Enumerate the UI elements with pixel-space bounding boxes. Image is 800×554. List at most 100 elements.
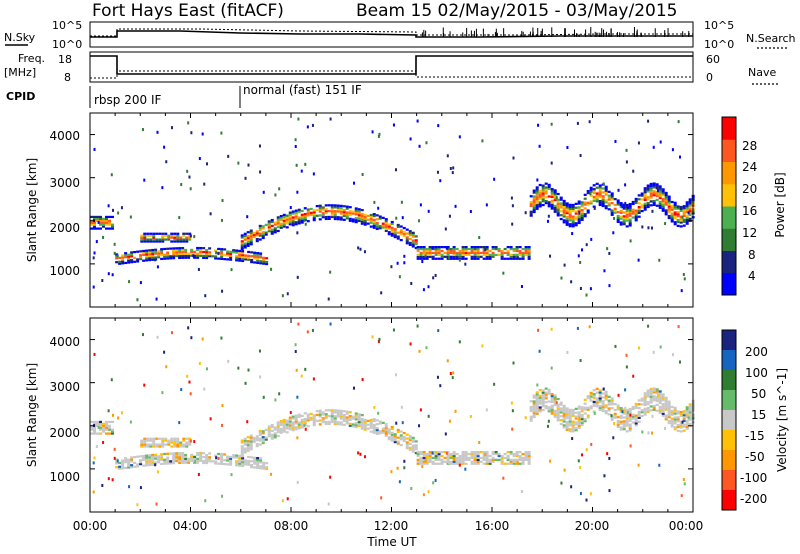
velocity-echo-cell	[105, 424, 108, 427]
power-echo-cell	[550, 193, 554, 197]
power-echo-cell	[556, 206, 560, 209]
power-echo-cell	[247, 250, 251, 254]
power-echo-cell	[688, 211, 692, 215]
velocity-echo-cell	[556, 415, 560, 418]
velocity-echo-cell	[649, 405, 653, 408]
velocity-echo-cell	[264, 438, 268, 441]
power-echo-cell	[580, 218, 584, 221]
velocity-echo-cell	[303, 419, 307, 423]
velocity-echo-cell	[93, 420, 96, 424]
velocity-echo-cell	[258, 437, 262, 440]
power-echo-cell	[673, 211, 677, 214]
nave-trace	[90, 70, 693, 79]
power-echo-cell	[345, 217, 349, 220]
velocity-echo-cell	[247, 461, 251, 464]
velocity-echo-cell	[622, 416, 626, 419]
power-echo-cell	[610, 198, 614, 201]
power-echo-cell	[658, 193, 662, 196]
velocity-echo-cell	[178, 452, 182, 455]
power-echo-cell	[634, 217, 638, 220]
velocity-noise-cell	[373, 405, 376, 409]
velocity-echo-cell	[527, 460, 531, 463]
velocity-echo-cell	[111, 430, 114, 433]
velocity-echo-cell	[473, 454, 477, 458]
velocity-echo-cell	[583, 418, 587, 421]
velocity-echo-cell	[160, 462, 164, 466]
velocity-echo-cell	[655, 399, 659, 403]
velocity-echo-cell	[172, 460, 176, 463]
power-echo-cell	[345, 215, 349, 218]
velocity-echo-cell	[485, 456, 489, 460]
power-echo-cell	[312, 218, 316, 222]
power-echo-cell	[324, 210, 328, 213]
power-echo-cell	[619, 215, 623, 218]
power-ytick-1000: 1000	[49, 264, 80, 278]
power-echo-cell	[482, 251, 486, 255]
power-echo-cell	[625, 203, 629, 207]
power-echo-cell	[550, 189, 554, 193]
power-echo-cell	[464, 257, 468, 260]
velocity-echo-cell	[628, 417, 632, 420]
power-echo-cell	[431, 255, 435, 258]
velocity-echo-cell	[258, 429, 262, 433]
power-noise-cell	[448, 214, 451, 218]
velocity-echo-cell	[369, 422, 373, 426]
power-echo-cell	[152, 238, 156, 241]
power-echo-cell	[363, 221, 367, 224]
power-echo-cell	[181, 252, 185, 256]
velocity-noise-cell	[687, 416, 690, 420]
power-echo-cell	[327, 215, 331, 219]
velocity-echo-cell	[270, 433, 274, 436]
power-echo-cell	[387, 233, 391, 236]
power-echo-cell	[303, 212, 307, 216]
power-echo-cell	[390, 234, 394, 237]
velocity-echo-cell	[354, 412, 358, 415]
velocity-echo-cell	[673, 428, 677, 431]
velocity-echo-cell	[300, 418, 304, 421]
velocity-echo-cell	[121, 459, 125, 462]
power-echo-cell	[464, 249, 468, 253]
velocity-echo-cell	[461, 462, 465, 465]
velocity-echo-cell	[521, 460, 525, 463]
power-echo-cell	[372, 220, 376, 224]
velocity-noise-cell	[512, 361, 515, 365]
power-echo-cell	[181, 256, 185, 259]
power-echo-cell	[315, 214, 319, 217]
power-echo-cell	[541, 196, 545, 199]
power-echo-cell	[139, 257, 143, 261]
power-echo-cell	[625, 215, 629, 218]
power-echo-cell	[163, 253, 167, 256]
velocity-echo-cell	[185, 441, 189, 444]
velocity-echo-cell	[208, 458, 212, 461]
power-echo-cell	[240, 236, 244, 239]
velocity-echo-cell	[592, 395, 596, 398]
power-noise-cell	[612, 231, 615, 235]
power-echo-cell	[592, 190, 596, 193]
velocity-echo-cell	[282, 426, 286, 429]
power-echo-cell	[637, 209, 641, 213]
velocity-echo-cell	[256, 464, 260, 468]
velocity-echo-cell	[297, 415, 301, 418]
power-echo-cell	[127, 255, 131, 258]
power-echo-cell	[655, 183, 659, 186]
power-noise-cell	[262, 190, 265, 194]
power-echo-cell	[390, 220, 394, 224]
velocity-noise-cell	[296, 436, 299, 440]
power-echo-cell	[96, 227, 99, 230]
velocity-echo-cell	[244, 461, 248, 464]
velocity-echo-cell	[285, 423, 289, 426]
power-echo-cell	[96, 217, 99, 220]
power-noise-cell	[373, 200, 376, 204]
velocity-echo-cell	[470, 462, 474, 465]
power-echo-cell	[613, 203, 617, 207]
velocity-colorbar-swatch	[722, 370, 736, 391]
velocity-echo-cell	[601, 407, 605, 411]
power-noise-cell	[409, 137, 412, 141]
velocity-echo-cell	[142, 458, 146, 461]
velocity-echo-cell	[446, 450, 450, 454]
power-echo-cell	[676, 224, 680, 228]
power-noise-cell	[246, 215, 249, 219]
velocity-echo-cell	[649, 409, 653, 412]
velocity-echo-cell	[628, 407, 632, 411]
power-echo-cell	[241, 254, 245, 257]
